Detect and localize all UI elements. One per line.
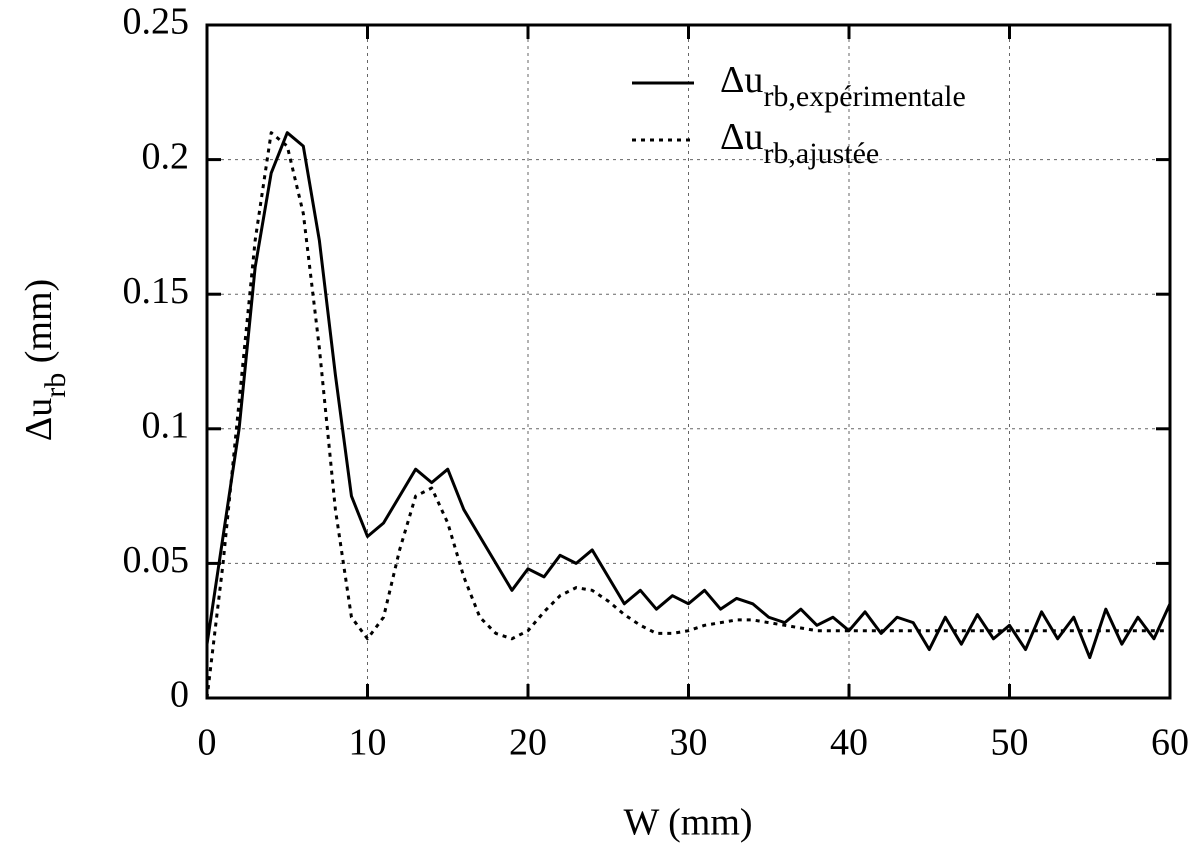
y-tick-label: 0.2 — [142, 135, 190, 177]
y-tick-label: 0 — [170, 674, 189, 716]
legend-label: Δurb,expérimentale — [720, 59, 966, 114]
x-tick-label: 0 — [198, 722, 217, 764]
x-axis-label: W (mm) — [623, 802, 752, 844]
x-tick-label: 60 — [1151, 722, 1189, 764]
y-tick-label: 0.1 — [142, 405, 190, 447]
plot-frame — [205, 23, 1172, 700]
y-tick-label: 0.05 — [123, 539, 190, 581]
x-tick-label: 10 — [349, 722, 387, 764]
y-tick-label: 0.15 — [123, 270, 190, 312]
y-axis-label: Δurb (mm) — [18, 279, 73, 441]
data-line — [205, 131, 1170, 699]
y-tick-label: 0.25 — [123, 1, 190, 43]
x-tick-label: 20 — [509, 722, 547, 764]
data-line — [205, 131, 1172, 660]
x-tick-label: 40 — [830, 722, 868, 764]
x-tick-label: 50 — [991, 722, 1029, 764]
legend-label: Δurb,ajustée — [720, 116, 879, 171]
x-tick-label: 30 — [670, 722, 708, 764]
